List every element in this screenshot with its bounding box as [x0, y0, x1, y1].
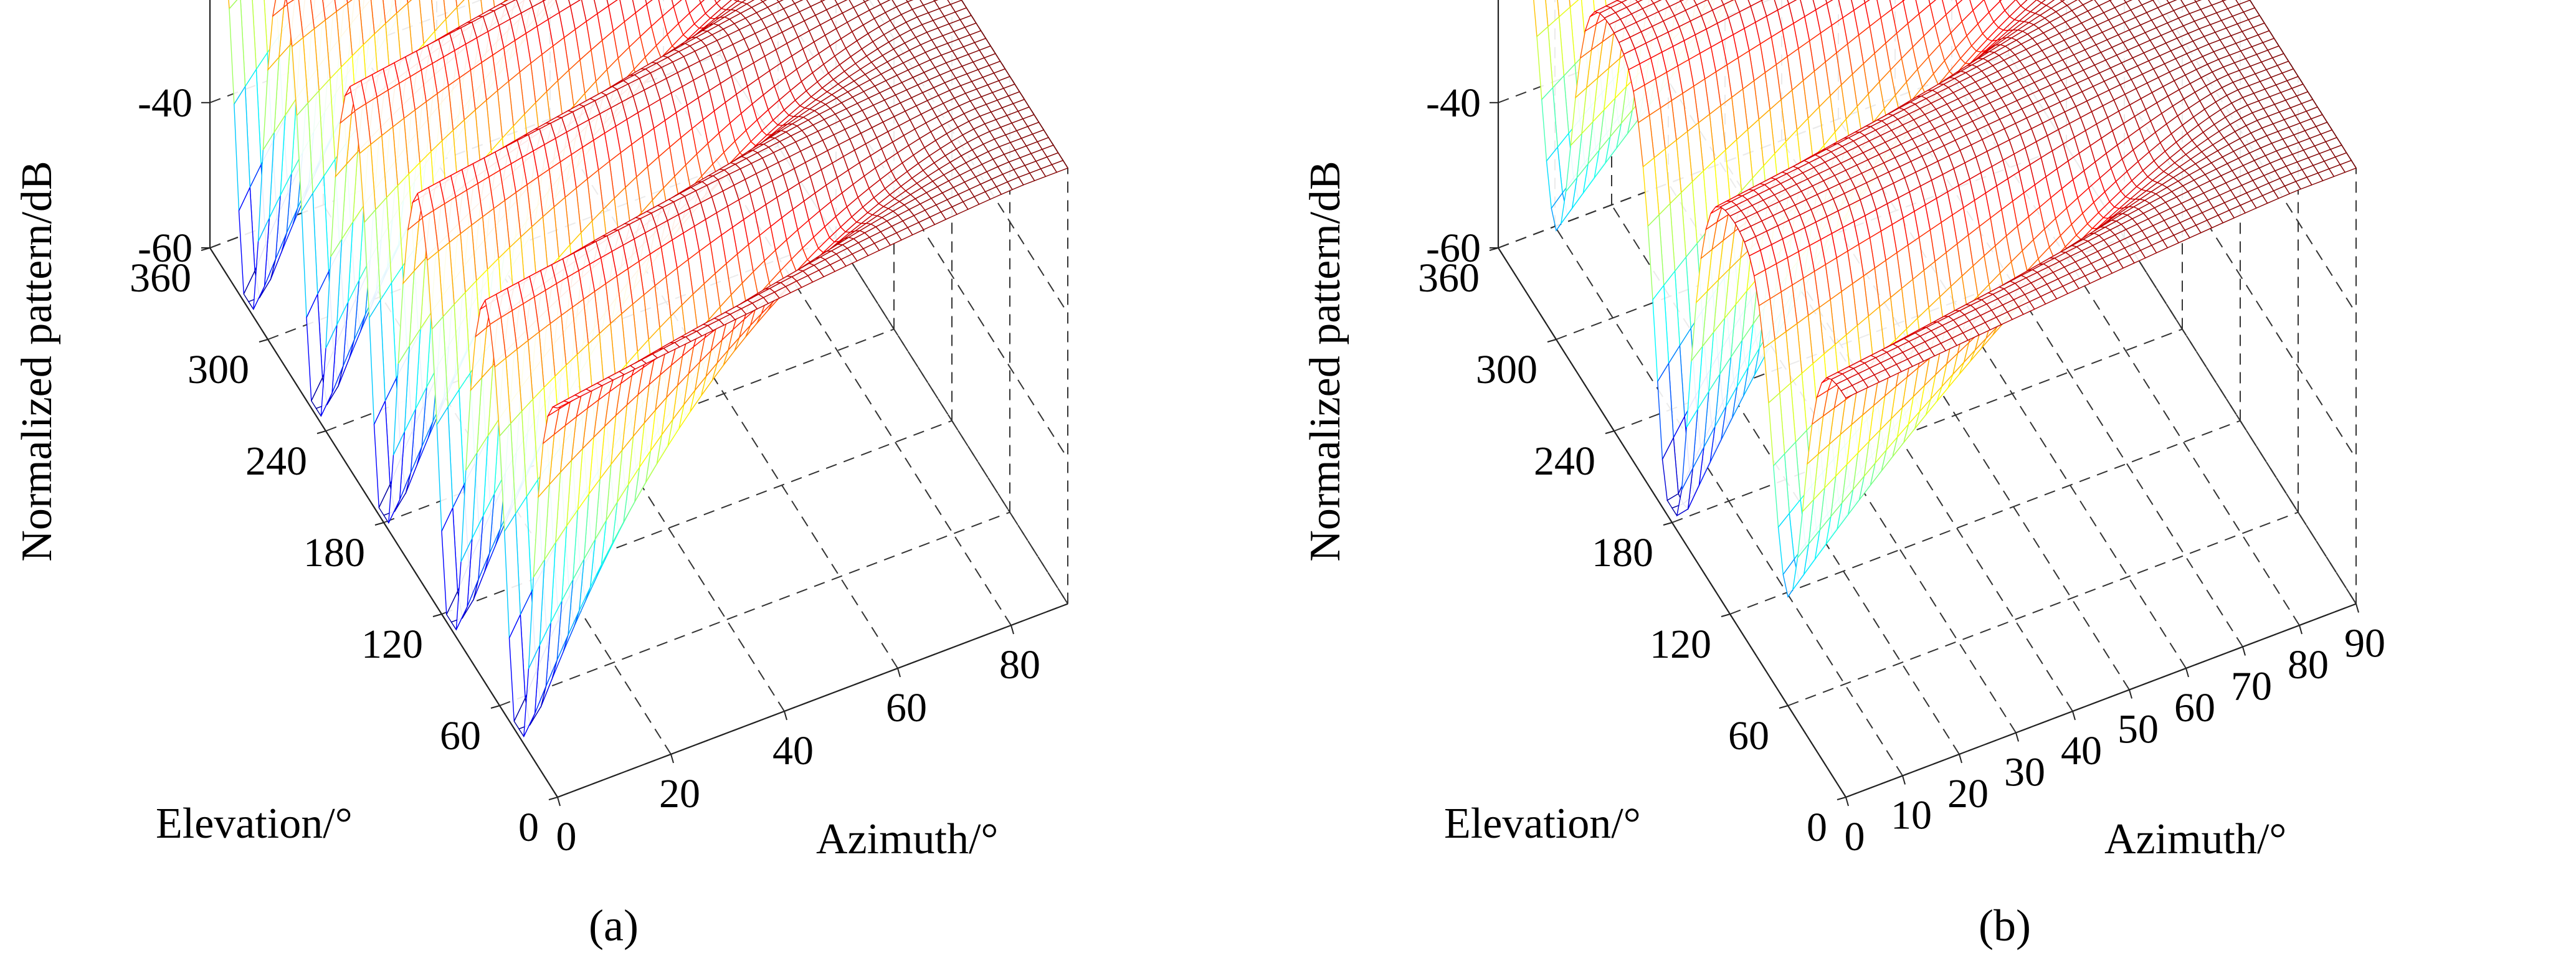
- grid-line-z: [1498, 0, 2357, 459]
- y-tick-mark: [490, 705, 500, 709]
- grid-line-azimuth: [1894, 97, 2243, 648]
- grid-line-elevation: [1671, 328, 2183, 523]
- caption-a: (a): [589, 901, 639, 950]
- y-tick-mark: [548, 797, 558, 800]
- x-axis-label: Azimuth/°: [816, 815, 998, 863]
- y-tick-mark: [259, 339, 269, 343]
- y-tick-label: 360: [130, 255, 191, 301]
- surface-cell: [551, 400, 570, 409]
- grid-line-azimuth: [663, 75, 1012, 626]
- grid-line-elevation: [441, 420, 953, 615]
- y-tick-label: 0: [518, 805, 539, 850]
- y-tick-label: 120: [361, 622, 423, 667]
- z-tick-label: -40: [138, 80, 192, 126]
- y-tick-label: 300: [188, 347, 249, 392]
- axis-line: [557, 603, 1068, 798]
- grid-line-elevation: [1729, 420, 2241, 615]
- surface-cell: [272, 0, 286, 17]
- surface-plot-b: 01020304050607080900601201802403003600-2…: [1301, 0, 2385, 950]
- surface-mesh-b: [1533, 0, 2357, 598]
- x-tick-label: 20: [659, 771, 700, 817]
- x-tick-mark: [897, 668, 901, 678]
- surface-plot-a: 0204060800601201802403003600-20-40-60 No…: [13, 0, 1069, 950]
- x-tick-label: 40: [772, 728, 814, 774]
- z-axis-label: Normalized pattern/dB: [13, 161, 61, 561]
- y-tick-mark: [374, 522, 384, 526]
- y-tick-label: 180: [303, 530, 365, 575]
- chart-panel-a: 0204060800601201802403003600-20-40-60 No…: [13, 0, 1069, 950]
- grid-line-elevation: [499, 511, 1010, 706]
- x-tick-mark: [670, 754, 674, 764]
- x-tick-mark: [557, 797, 561, 807]
- z-tick-label: -60: [138, 225, 192, 271]
- y-tick-label: 60: [440, 713, 481, 759]
- ticks-a: 0204060800601201802403003600-20-40-60: [130, 80, 1040, 859]
- x-tick-mark: [784, 711, 787, 721]
- grid-line-azimuth: [1951, 75, 2300, 626]
- x-tick-mark: [1010, 625, 1014, 635]
- y-tick-mark: [432, 613, 442, 617]
- x-tick-label: 60: [886, 685, 927, 731]
- grid-line-elevation: [1787, 511, 2299, 706]
- x-tick-label: 0: [556, 814, 577, 859]
- y-axis-label: Elevation/°: [156, 800, 353, 848]
- x-tick-label: 80: [999, 642, 1040, 688]
- y-tick-label: 240: [245, 438, 307, 484]
- y-tick-mark: [316, 430, 326, 434]
- surface-mesh-a: [228, 0, 1069, 738]
- grid-line-z: [209, 0, 1068, 459]
- chart-panel-b: 01020304050607080900601201802403003600-2…: [1288, 0, 2576, 966]
